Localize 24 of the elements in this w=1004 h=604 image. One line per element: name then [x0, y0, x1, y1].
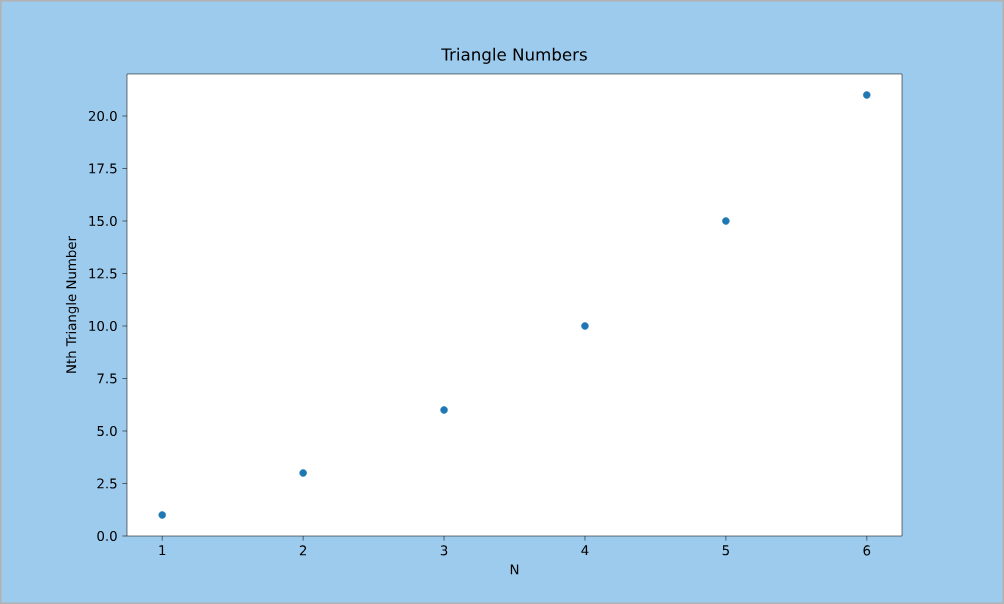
y-axis-title: Nth Triangle Number	[65, 235, 79, 373]
y-tick-label: 7.5	[97, 373, 117, 384]
point	[158, 511, 166, 519]
y-tick-label: 10.0	[89, 320, 117, 332]
y-tick-label: 5.0	[97, 425, 117, 437]
y-tick-label: 17.5	[89, 163, 117, 174]
point	[581, 322, 589, 330]
y-tick-label: 0.0	[97, 530, 117, 542]
point	[440, 406, 448, 414]
x-tick-label: 2	[299, 545, 307, 556]
x-tick-label: 4	[581, 545, 589, 556]
x-tick-label: 1	[159, 545, 166, 556]
x-tick-label: 5	[722, 545, 729, 556]
chart-title: Triangle Numbers	[441, 47, 587, 64]
point	[299, 469, 307, 477]
y-tick-label: 15.0	[89, 215, 117, 227]
y-tick-label: 12.5	[89, 268, 117, 279]
point	[722, 217, 730, 225]
y-tick-label: 20.0	[88, 110, 117, 122]
x-tick-label: 6	[863, 545, 871, 556]
y-tick-label: 2.5	[97, 478, 117, 489]
x-axis-title: N	[510, 564, 519, 575]
point	[863, 91, 871, 99]
x-tick-label: 3	[440, 545, 448, 556]
